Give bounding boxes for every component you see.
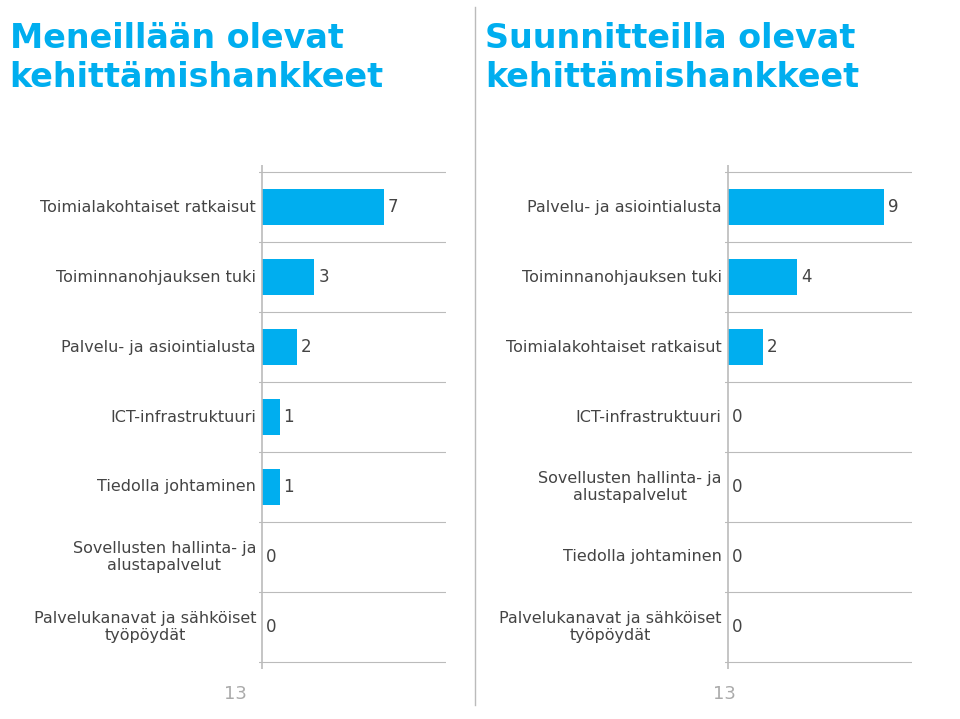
Text: Meneillään olevat: Meneillään olevat	[10, 22, 344, 55]
Text: 1: 1	[283, 408, 294, 426]
Text: Palvelu- ja asiointialusta: Palvelu- ja asiointialusta	[527, 200, 722, 215]
Text: 1: 1	[283, 478, 294, 496]
Text: 0: 0	[732, 478, 742, 496]
Text: Toiminnanohjauksen tuki: Toiminnanohjauksen tuki	[56, 270, 256, 285]
Text: Sovellusten hallinta- ja
alustapalvelut: Sovellusten hallinta- ja alustapalvelut	[73, 541, 256, 573]
Bar	[262, 329, 297, 365]
Text: Tiedolla johtaminen: Tiedolla johtaminen	[563, 549, 722, 564]
Text: 9: 9	[888, 198, 899, 216]
Text: 0: 0	[266, 618, 276, 636]
Bar	[728, 259, 797, 296]
Text: 2: 2	[766, 338, 777, 356]
Text: 0: 0	[732, 408, 742, 426]
Bar	[728, 189, 884, 226]
Bar	[262, 259, 314, 296]
Text: ICT-infrastruktuuri: ICT-infrastruktuuri	[110, 410, 256, 424]
Text: Palvelukanavat ja sähköiset
työpöydät: Palvelukanavat ja sähköiset työpöydät	[499, 610, 722, 643]
Text: ICT-infrastruktuuri: ICT-infrastruktuuri	[576, 410, 722, 424]
Text: 3: 3	[318, 268, 329, 286]
Text: 7: 7	[388, 198, 398, 216]
Text: 13: 13	[224, 685, 247, 703]
Text: 2: 2	[300, 338, 311, 356]
Text: 0: 0	[732, 618, 742, 636]
Text: Palvelukanavat ja sähköiset
työpöydät: Palvelukanavat ja sähköiset työpöydät	[34, 610, 256, 643]
Bar	[262, 399, 279, 435]
Text: 0: 0	[266, 548, 276, 566]
Text: 4: 4	[802, 268, 811, 286]
Text: kehittämishankkeet: kehittämishankkeet	[10, 61, 384, 94]
Text: Suunnitteilla olevat: Suunnitteilla olevat	[485, 22, 855, 55]
Text: Toiminnanohjauksen tuki: Toiminnanohjauksen tuki	[521, 270, 722, 285]
Bar	[262, 189, 384, 226]
Text: kehittämishankkeet: kehittämishankkeet	[485, 61, 859, 94]
Text: Sovellusten hallinta- ja
alustapalvelut: Sovellusten hallinta- ja alustapalvelut	[539, 471, 722, 503]
Bar	[728, 329, 762, 365]
Text: 13: 13	[713, 685, 736, 703]
Text: 0: 0	[732, 548, 742, 566]
Text: Palvelu- ja asiointialusta: Palvelu- ja asiointialusta	[61, 339, 256, 354]
Text: Toimialakohtaiset ratkaisut: Toimialakohtaiset ratkaisut	[40, 200, 256, 215]
Text: Toimialakohtaiset ratkaisut: Toimialakohtaiset ratkaisut	[506, 339, 722, 354]
Text: Tiedolla johtaminen: Tiedolla johtaminen	[97, 480, 256, 495]
Bar	[262, 469, 279, 505]
